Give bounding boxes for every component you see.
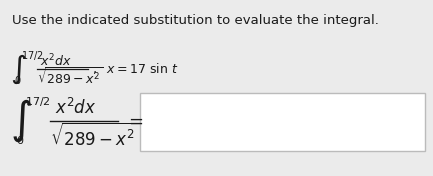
FancyBboxPatch shape (140, 93, 425, 151)
Text: $0$: $0$ (14, 74, 22, 86)
Text: $\sqrt{289-x^2}$: $\sqrt{289-x^2}$ (37, 66, 103, 88)
Text: $\sqrt{289-x^2}$: $\sqrt{289-x^2}$ (50, 122, 138, 150)
Text: $=$: $=$ (125, 112, 144, 130)
Text: $17/2$: $17/2$ (25, 96, 51, 108)
Text: Use the indicated substitution to evaluate the integral.: Use the indicated substitution to evalua… (12, 14, 379, 27)
Text: $x^2dx$: $x^2dx$ (40, 53, 71, 69)
Text: $\int$: $\int$ (10, 52, 26, 86)
Text: $17/2$: $17/2$ (21, 49, 44, 62)
Text: $x^2dx$: $x^2dx$ (55, 98, 97, 118)
Text: $\int$: $\int$ (10, 98, 32, 144)
Text: $0$: $0$ (16, 134, 24, 146)
Text: $,\ \ x = 17\ \mathrm{sin}\ t$: $,\ \ x = 17\ \mathrm{sin}\ t$ (92, 61, 178, 77)
